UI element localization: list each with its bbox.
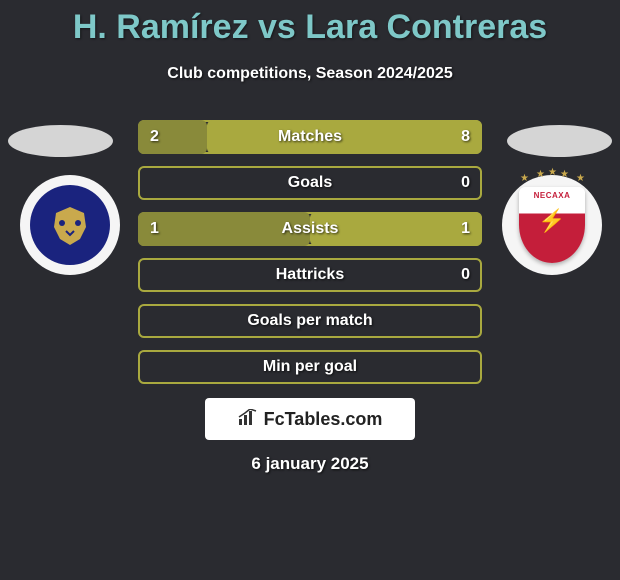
pumas-badge-outer — [20, 175, 120, 275]
bar-value-left: 2 — [150, 120, 159, 154]
star-icon: ★ — [520, 173, 529, 184]
bar-label: Min per goal — [138, 350, 482, 384]
date-label: 6 january 2025 — [0, 454, 620, 474]
stat-bar-row: Goals per match — [138, 304, 482, 338]
chart-icon — [238, 409, 258, 430]
necaxa-shield: NECAXA ⚡ — [519, 187, 585, 263]
bar-label: Goals per match — [138, 304, 482, 338]
bar-value-right: 0 — [461, 166, 470, 200]
bar-label: Matches — [138, 120, 482, 154]
stat-bar-row: Matches2 8 — [138, 120, 482, 154]
bolt-icon: ⚡ — [538, 208, 565, 234]
bar-value-right: 0 — [461, 258, 470, 292]
right-club-badge: ★ ★ ★ ★ ★ NECAXA ⚡ — [502, 175, 602, 275]
comparison-bars: Matches28Goals0Assists11Hattricks0Goals … — [138, 120, 482, 396]
bar-value-right: 8 — [461, 120, 470, 154]
bar-label: Goals — [138, 166, 482, 200]
star-icon: ★ — [536, 169, 545, 180]
star-icon: ★ — [560, 169, 569, 180]
bar-value-right: 1 — [461, 212, 470, 246]
bar-label: Hattricks — [138, 258, 482, 292]
left-player-oval — [8, 125, 113, 157]
stat-bar-row: Goals0 — [138, 166, 482, 200]
necaxa-label: NECAXA — [534, 191, 571, 200]
branding-badge: FcTables.com — [205, 398, 415, 440]
subtitle: Club competitions, Season 2024/2025 — [0, 65, 620, 83]
star-icon: ★ — [548, 167, 557, 178]
stat-bar-row: Hattricks0 — [138, 258, 482, 292]
left-club-badge — [20, 175, 120, 275]
branding-text: FcTables.com — [264, 409, 383, 430]
stat-bar-row: Assists1 1 — [138, 212, 482, 246]
pumas-face-icon — [42, 197, 98, 253]
pumas-badge-inner — [30, 185, 110, 265]
page-title: H. Ramírez vs Lara Contreras — [0, 0, 620, 47]
stat-bar-row: Min per goal — [138, 350, 482, 384]
bar-label: Assists — [138, 212, 482, 246]
star-icon: ★ — [576, 173, 585, 184]
necaxa-badge-outer: ★ ★ ★ ★ ★ NECAXA ⚡ — [502, 175, 602, 275]
right-player-oval — [507, 125, 612, 157]
bar-value-left: 1 — [150, 212, 159, 246]
